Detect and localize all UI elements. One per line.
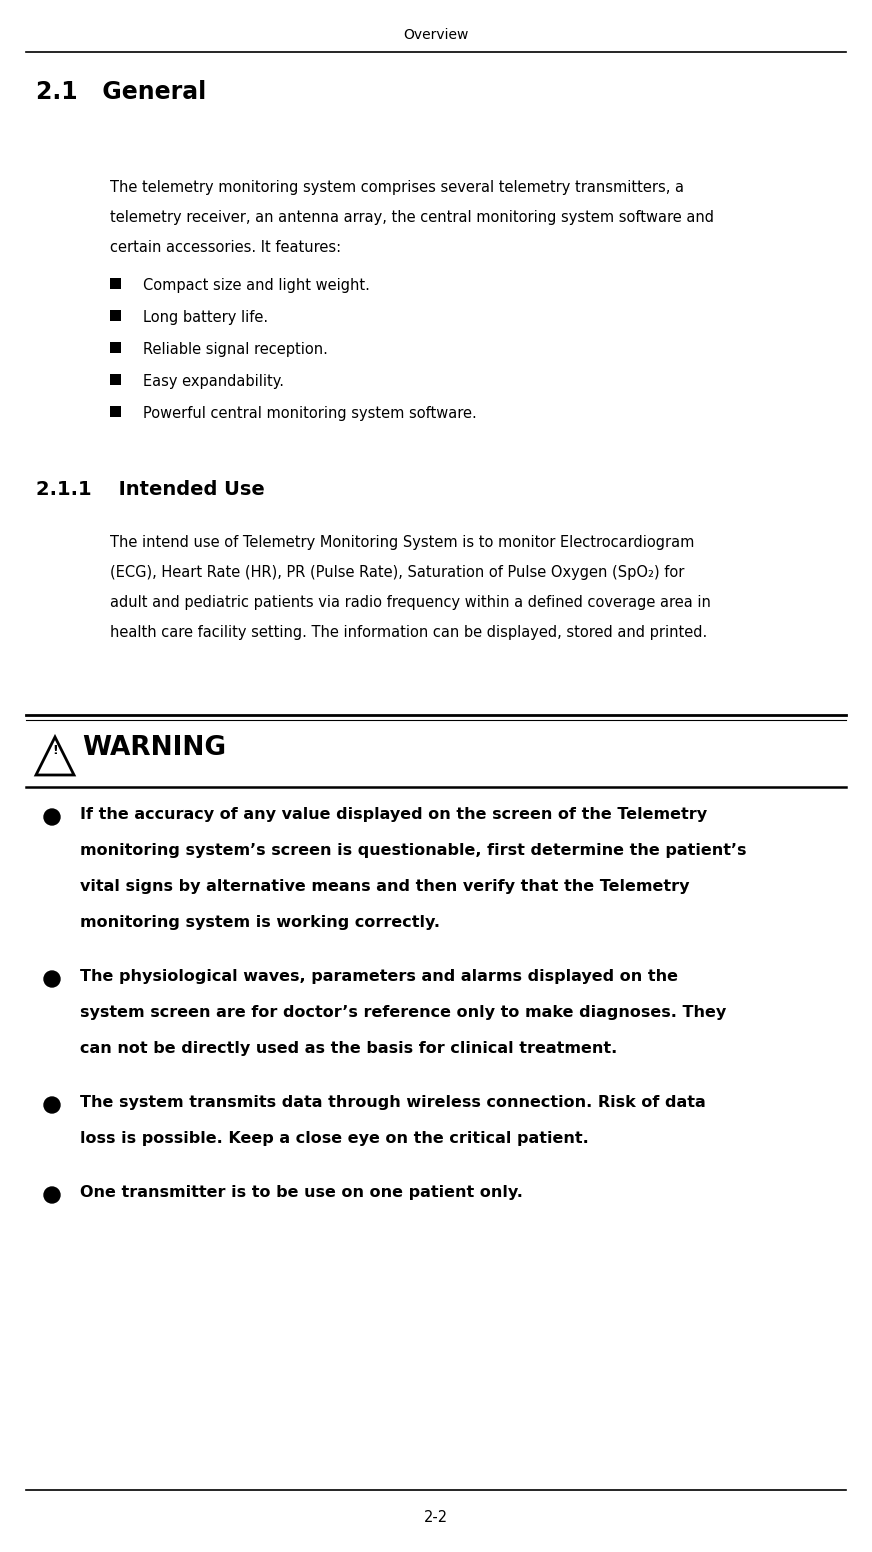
Text: The intend use of Telemetry Monitoring System is to monitor Electrocardiogram: The intend use of Telemetry Monitoring S…: [110, 535, 694, 549]
Text: system screen are for doctor’s reference only to make diagnoses. They: system screen are for doctor’s reference…: [80, 1006, 726, 1020]
Text: The telemetry monitoring system comprises several telemetry transmitters, a: The telemetry monitoring system comprise…: [110, 180, 684, 196]
Text: loss is possible. Keep a close eye on the critical patient.: loss is possible. Keep a close eye on th…: [80, 1131, 589, 1145]
Text: 2.1   General: 2.1 General: [36, 81, 207, 104]
Text: Reliable signal reception.: Reliable signal reception.: [143, 341, 328, 357]
Bar: [110, 374, 121, 385]
Text: adult and pediatric patients via radio frequency within a defined coverage area : adult and pediatric patients via radio f…: [110, 594, 711, 610]
Circle shape: [44, 809, 60, 826]
Bar: [110, 310, 121, 321]
Text: Overview: Overview: [404, 28, 468, 42]
Text: WARNING: WARNING: [82, 736, 226, 760]
Text: !: !: [52, 743, 58, 757]
Text: telemetry receiver, an antenna array, the central monitoring system software and: telemetry receiver, an antenna array, th…: [110, 210, 714, 225]
Text: 2.1.1    Intended Use: 2.1.1 Intended Use: [36, 480, 265, 500]
Text: vital signs by alternative means and then verify that the Telemetry: vital signs by alternative means and the…: [80, 878, 690, 894]
Text: The physiological waves, parameters and alarms displayed on the: The physiological waves, parameters and …: [80, 968, 678, 984]
Text: If the accuracy of any value displayed on the screen of the Telemetry: If the accuracy of any value displayed o…: [80, 807, 707, 823]
Text: 2-2: 2-2: [424, 1510, 448, 1526]
Circle shape: [44, 1187, 60, 1203]
Text: certain accessories. It features:: certain accessories. It features:: [110, 241, 341, 255]
Bar: [110, 278, 121, 289]
Circle shape: [44, 1097, 60, 1113]
Bar: [110, 341, 121, 352]
Text: Compact size and light weight.: Compact size and light weight.: [143, 278, 370, 293]
Text: can not be directly used as the basis for clinical treatment.: can not be directly used as the basis fo…: [80, 1041, 617, 1055]
Text: health care facility setting. The information can be displayed, stored and print: health care facility setting. The inform…: [110, 625, 707, 639]
Text: The system transmits data through wireless connection. Risk of data: The system transmits data through wirele…: [80, 1096, 705, 1110]
Text: One transmitter is to be use on one patient only.: One transmitter is to be use on one pati…: [80, 1186, 523, 1200]
Bar: [110, 407, 121, 417]
Text: (ECG), Heart Rate (HR), PR (Pulse Rate), Saturation of Pulse Oxygen (SpO₂) for: (ECG), Heart Rate (HR), PR (Pulse Rate),…: [110, 565, 685, 580]
Text: Powerful central monitoring system software.: Powerful central monitoring system softw…: [143, 407, 477, 421]
Text: monitoring system’s screen is questionable, first determine the patient’s: monitoring system’s screen is questionab…: [80, 843, 746, 858]
Text: Long battery life.: Long battery life.: [143, 310, 268, 324]
Text: monitoring system is working correctly.: monitoring system is working correctly.: [80, 916, 440, 930]
Text: Easy expandability.: Easy expandability.: [143, 374, 284, 390]
Circle shape: [44, 972, 60, 987]
